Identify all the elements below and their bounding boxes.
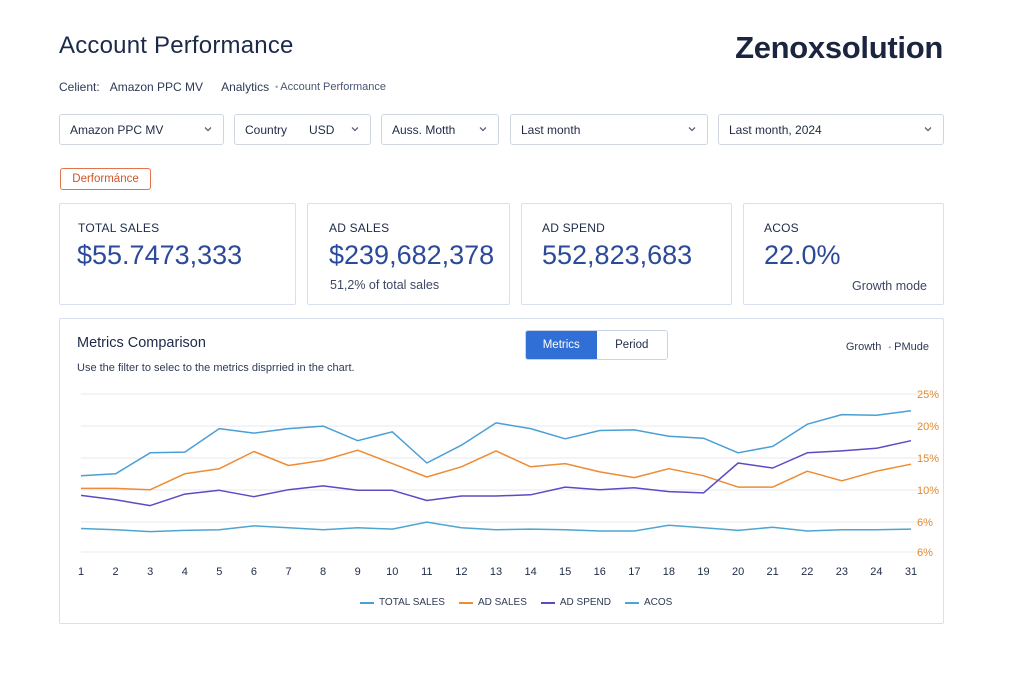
breadcrumb-analytics-link[interactable]: Analytics: [221, 80, 270, 94]
legend-label: AD SPEND: [559, 597, 611, 608]
brand-logo: Zenoxsolution: [735, 30, 943, 65]
mode-pmode-option[interactable]: PMude: [894, 341, 929, 353]
kpi-subtext: 51,2% of total sales: [330, 278, 440, 292]
chart-mode-switch: Growth • PMude: [846, 341, 929, 353]
x-tick-label: 15: [559, 566, 571, 578]
x-tick-label: 16: [594, 566, 606, 578]
country-select-value: USD: [309, 122, 335, 137]
kpi-label: AD SPEND: [542, 221, 605, 235]
performance-badge: Derformánce: [60, 168, 151, 190]
x-tick-label: 20: [732, 566, 744, 578]
country-select-label: Country: [245, 122, 288, 137]
x-tick-label: 18: [663, 566, 675, 578]
breadcrumb-separator: •: [275, 82, 279, 92]
x-tick-label: 7: [285, 566, 291, 578]
x-tick-label: 13: [490, 566, 502, 578]
y-tick-label: 20%: [917, 421, 939, 433]
x-tick-label: 4: [182, 566, 188, 578]
legend-swatch: [458, 601, 473, 604]
x-tick-label: 23: [836, 566, 848, 578]
breadcrumb: Celient: Amazon PPC MV Analytics • Accou…: [59, 80, 386, 94]
kpi-card-ad-spend: AD SPEND 552,823,683: [521, 203, 732, 305]
kpi-card-total-sales: TOTAL SALES $55.7473,333: [59, 203, 296, 305]
y-tick-label: 6%: [917, 517, 933, 529]
kpi-card-acos: ACOS 22.0% Growth mode: [743, 203, 944, 305]
date-range-select[interactable]: Last month, 2024: [718, 114, 944, 145]
legend-item-ad-spend[interactable]: AD SPEND: [540, 597, 611, 608]
x-tick-label: 3: [147, 566, 153, 578]
period-select[interactable]: Last month: [510, 114, 708, 145]
x-tick-label: 31: [905, 566, 917, 578]
metrics-comparison-panel: 25% 20% 15% 10% 6% 6% 1 2 3 4 5 6 7 8 9 10 11 12 13 14 15 16 1…: [59, 318, 944, 624]
chevron-down-icon: [923, 124, 933, 134]
x-tick-label: 14: [524, 566, 536, 578]
series-line-ad-sales[interactable]: [81, 449, 912, 491]
line-chart: 25%20%15%10%6%6%1 2 3 4 5 6 7 8 9 10 11 12 13 14 15 16 1…: [78, 389, 939, 578]
toggle-metrics-button[interactable]: Metrics: [526, 331, 597, 359]
kpi-value: 22.0%: [764, 240, 841, 270]
legend-swatch: [360, 601, 374, 604]
x-tick-label: 21: [767, 566, 779, 578]
y-tick-label: 25%: [917, 389, 939, 401]
series-line-total-sales[interactable]: [80, 410, 912, 477]
x-tick-label: 1: [78, 566, 84, 578]
kpi-value: 552,823,683: [542, 240, 693, 270]
chart-legend: TOTAL SALES AD SALES AD SPEND ACOS: [360, 597, 686, 608]
date-range-select-value: Last month, 2024: [729, 122, 822, 137]
period-select-value: Last month: [521, 122, 581, 137]
account-select[interactable]: Amazon PPC MV: [59, 114, 224, 145]
legend-item-acos[interactable]: ACOS: [625, 597, 672, 608]
x-tick-label: 12: [455, 566, 467, 578]
x-tick-label: 6: [251, 566, 257, 578]
account-select-value: Amazon PPC MV: [70, 122, 164, 137]
x-tick-label: 10: [386, 566, 398, 578]
y-tick-label: 15%: [917, 453, 939, 465]
view-toggle: Metrics Period: [525, 330, 668, 360]
series-line-acos[interactable]: [80, 521, 912, 533]
series-line-ad-spend[interactable]: [80, 439, 912, 507]
x-tick-label: 11: [421, 566, 432, 578]
chevron-down-icon: [687, 124, 697, 134]
x-tick-label: 17: [628, 566, 640, 578]
legend-swatch: [540, 601, 555, 604]
legend-label: ACOS: [644, 597, 673, 608]
chevron-down-icon: [203, 124, 213, 134]
x-tick-label: 8: [320, 566, 326, 578]
y-tick-label: 10%: [917, 485, 939, 497]
kpi-value: $55.7473,333: [77, 240, 243, 270]
mode-separator: •: [888, 342, 892, 352]
legend-item-total-sales[interactable]: TOTAL SALES: [360, 597, 445, 608]
kpi-card-ad-sales: AD SALES $239,682,378 51,2% of total sal…: [307, 203, 510, 305]
legend-swatch: [625, 601, 639, 604]
toggle-period-button[interactable]: Period: [596, 331, 667, 359]
kpi-label: AD SALES: [329, 221, 390, 235]
x-tick-label: 24: [870, 566, 882, 578]
country-select[interactable]: Country USD: [234, 114, 371, 145]
chart-description: Use the filter to selec to the metrics d…: [77, 362, 355, 374]
x-tick-label: 19: [697, 566, 709, 578]
kpi-label: TOTAL SALES: [78, 221, 160, 235]
mode-growth-option[interactable]: Growth: [845, 341, 882, 353]
metric-select[interactable]: Auss. Motth: [381, 114, 499, 145]
legend-item-ad-sales[interactable]: AD SALES: [458, 597, 527, 608]
breadcrumb-current: Account Performance: [280, 81, 387, 93]
chevron-down-icon: [350, 124, 360, 134]
breadcrumb-client-link[interactable]: Amazon PPC MV: [109, 80, 204, 94]
chart-title: Metrics Comparison: [77, 335, 206, 351]
y-tick-label: 6%: [917, 547, 933, 559]
kpi-value: $239,682,378: [329, 240, 495, 270]
breadcrumb-client-label: Celient:: [59, 80, 100, 94]
legend-label: AD SALES: [477, 597, 527, 608]
kpi-label: ACOS: [764, 221, 799, 235]
kpi-subtext: Growth mode: [851, 279, 927, 293]
metric-select-value: Auss. Motth: [392, 122, 456, 137]
chevron-down-icon: [478, 124, 488, 134]
x-tick-label: 2: [113, 566, 119, 578]
legend-label: TOTAL SALES: [379, 597, 445, 608]
x-tick-label: 5: [216, 566, 222, 578]
x-tick-label: 22: [801, 566, 813, 578]
x-tick-label: 9: [355, 566, 361, 578]
page-title: Account Performance: [59, 32, 294, 59]
